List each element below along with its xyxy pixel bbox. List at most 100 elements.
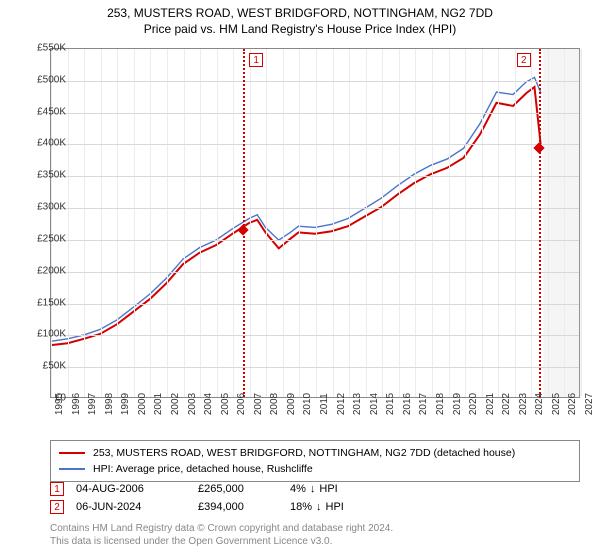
x-axis-label: 2013 [352,393,363,415]
x-axis-label: 2017 [418,393,429,415]
x-axis-label: 2025 [551,393,562,415]
grid-line-vertical [217,49,218,397]
x-axis-label: 2007 [253,393,264,415]
grid-line-vertical [68,49,69,397]
x-axis-label: 1997 [87,393,98,415]
transaction-date: 06-JUN-2024 [76,501,186,513]
grid-line-vertical [200,49,201,397]
x-axis-label: 2008 [269,393,280,415]
x-axis-label: 2015 [385,393,396,415]
x-axis-label: 2003 [187,393,198,415]
footnote-line1: Contains HM Land Registry data © Crown c… [50,522,580,535]
grid-line-vertical [498,49,499,397]
y-axis-label: £300K [22,202,66,213]
grid-line-horizontal [51,272,579,273]
x-axis-label: 2001 [153,393,164,415]
legend-label: HPI: Average price, detached house, Rush… [93,463,313,475]
grid-line-vertical [184,49,185,397]
x-axis-label: 2016 [402,393,413,415]
grid-line-horizontal [51,240,579,241]
x-axis-label: 2020 [468,393,479,415]
grid-line-vertical [299,49,300,397]
legend: 253, MUSTERS ROAD, WEST BRIDGFORD, NOTTI… [50,440,580,482]
footnote: Contains HM Land Registry data © Crown c… [50,522,580,548]
grid-line-vertical [515,49,516,397]
y-axis-label: £500K [22,74,66,85]
grid-line-horizontal [51,208,579,209]
grid-line-vertical [283,49,284,397]
chart-container: 253, MUSTERS ROAD, WEST BRIDGFORD, NOTTI… [0,0,600,560]
grid-line-vertical [581,49,582,397]
legend-item: 253, MUSTERS ROAD, WEST BRIDGFORD, NOTTI… [59,445,571,461]
grid-line-vertical [564,49,565,397]
transaction-diff: 18%↓HPI [290,501,344,513]
series-property [51,87,541,345]
grid-line-vertical [150,49,151,397]
transaction-row: 2 06-JUN-2024 £394,000 18%↓HPI [50,498,580,516]
grid-line-vertical [266,49,267,397]
y-axis-label: £450K [22,106,66,117]
series-hpi [51,77,541,341]
transaction-row: 104-AUG-2006£265,0004%↓HPI [50,480,580,498]
y-axis-label: £250K [22,233,66,244]
x-axis-label: 2004 [203,393,214,415]
y-axis-label: £0 [22,393,66,404]
diff-label: HPI [326,501,344,513]
chart-title: 253, MUSTERS ROAD, WEST BRIDGFORD, NOTTI… [0,0,600,20]
grid-line-vertical [167,49,168,397]
grid-line-vertical [548,49,549,397]
transaction-date: 04-AUG-2006 [76,483,186,495]
x-axis-label: 1998 [104,393,115,415]
diff-label: HPI [319,483,337,495]
grid-line-vertical [250,49,251,397]
diff-percent: 4% [290,483,306,495]
grid-line-vertical [101,49,102,397]
grid-line-horizontal [51,176,579,177]
x-axis-label: 2000 [137,393,148,415]
grid-line-vertical [51,49,52,397]
y-axis-label: £350K [22,170,66,181]
x-axis-label: 2006 [236,393,247,415]
legend-swatch [59,468,85,469]
y-axis-label: £400K [22,138,66,149]
y-axis-label: £150K [22,297,66,308]
chart-svg [51,49,579,397]
x-axis-label: 2009 [286,393,297,415]
grid-line-vertical [415,49,416,397]
x-axis-label: 2023 [518,393,529,415]
y-axis-label: £550K [22,43,66,54]
x-axis-label: 2026 [567,393,578,415]
chart-subtitle: Price paid vs. HM Land Registry's House … [0,22,600,36]
x-axis-label: 1996 [71,393,82,415]
transaction-marker: 2 [50,500,64,514]
grid-line-vertical [449,49,450,397]
marker-label-1: 1 [249,53,263,67]
y-axis-label: £100K [22,329,66,340]
x-axis-label: 2014 [369,393,380,415]
transactions-table: 104-AUG-2006£265,0004%↓HPI206-JUN-2024£3… [50,480,580,516]
grid-line-vertical [84,49,85,397]
grid-line-vertical [349,49,350,397]
grid-line-horizontal [51,335,579,336]
plot-area: 12 [50,48,580,398]
y-axis-label: £200K [22,265,66,276]
grid-line-vertical [465,49,466,397]
y-axis-label: £50K [22,361,66,372]
marker-line-1 [243,49,245,397]
x-axis-label: 2022 [501,393,512,415]
transaction-price: £265,000 [198,483,278,495]
legend-item: HPI: Average price, detached house, Rush… [59,461,571,477]
arrow-down-icon: ↓ [310,483,316,495]
grid-line-vertical [117,49,118,397]
x-axis-label: 2011 [319,393,330,415]
grid-line-vertical [382,49,383,397]
transaction-price: £394,000 [198,501,278,513]
footnote-line2: This data is licensed under the Open Gov… [50,535,580,548]
diff-percent: 18% [290,501,312,513]
grid-line-vertical [482,49,483,397]
x-axis-label: 2019 [452,393,463,415]
grid-line-vertical [366,49,367,397]
grid-line-horizontal [51,144,579,145]
x-axis-label: 2010 [302,393,313,415]
grid-line-vertical [333,49,334,397]
